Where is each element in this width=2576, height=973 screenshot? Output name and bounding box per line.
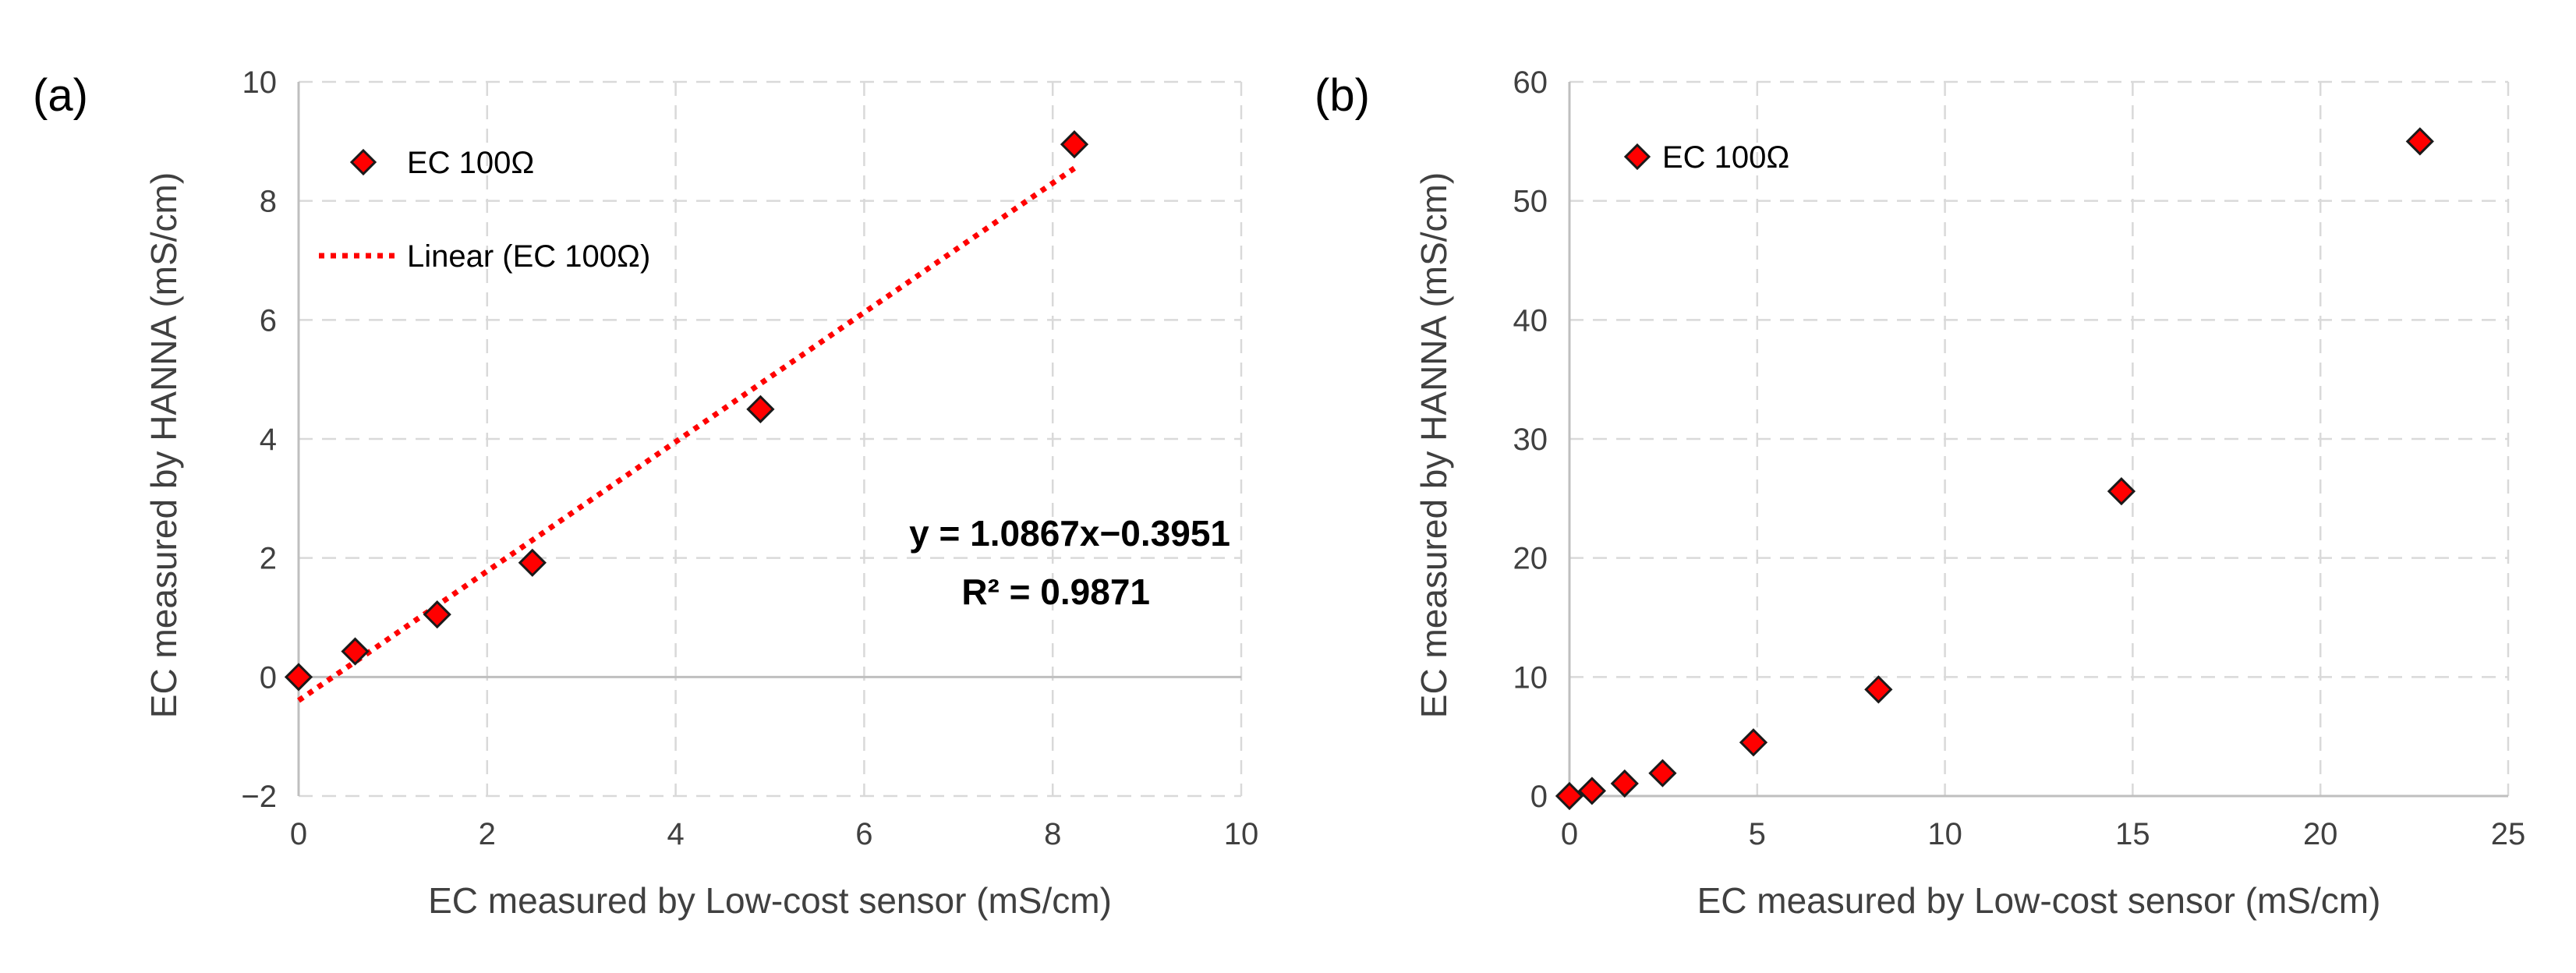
data-point [1739, 728, 1768, 757]
y-tick-label: 30 [1513, 423, 1548, 457]
y-tick-label: 50 [1513, 185, 1548, 219]
y-tick-label: 6 [260, 303, 277, 338]
y-tick-label: 2 [260, 542, 277, 576]
x-tick-label: 8 [1044, 817, 1061, 851]
x-tick-label: 0 [290, 817, 307, 851]
x-tick-label: 2 [479, 817, 496, 851]
y-axis-title: EC measured by HANNA (mS/cm) [1414, 172, 1454, 718]
x-tick-label: 6 [855, 817, 872, 851]
y-tick-label: 4 [260, 423, 277, 457]
y-tick-label: 40 [1513, 303, 1548, 338]
data-point [518, 548, 547, 577]
x-tick-label: 10 [1224, 817, 1259, 851]
legend-label: EC 100Ω [1662, 140, 1789, 175]
legend-marker [349, 148, 377, 176]
legend-label: EC 100Ω [407, 146, 534, 180]
legend-marker [1623, 143, 1651, 171]
data-point [1060, 130, 1089, 159]
chart-panel-a: 0 2 4 6 8 10 −2 0 2 4 6 8 10 EC measured by Low-cost … [33, 65, 1258, 921]
x-tick-label: 5 [1749, 817, 1766, 851]
data-point [2107, 477, 2136, 506]
x-tick-label: 0 [1561, 817, 1578, 851]
panel-label: (a) [33, 70, 88, 121]
y-tick-label: 0 [1530, 780, 1548, 814]
legend: EC 100Ω Linear (EC 100Ω) [319, 146, 650, 274]
y-tick-label: 20 [1513, 542, 1548, 576]
data-point [1610, 769, 1639, 798]
y-tick-label: 60 [1513, 65, 1548, 100]
y-tick-label: 8 [260, 185, 277, 219]
regression-equation: y = 1.0867x−0.3951 [909, 513, 1230, 554]
x-tick-label: 25 [2491, 817, 2526, 851]
chart-panel-b: 0 5 10 15 20 25 0 10 20 30 40 50 60 EC measured by Lo… [1315, 65, 2525, 921]
x-tick-label: 4 [667, 817, 684, 851]
y-tick-label: 10 [242, 65, 278, 100]
data-point [423, 600, 451, 629]
x-axis-title: EC measured by Low-cost sensor (mS/cm) [1697, 880, 2381, 921]
x-tick-label: 15 [2115, 817, 2150, 851]
data-point [1648, 759, 1677, 787]
y-axis-title: EC measured by HANNA (mS/cm) [143, 172, 184, 718]
data-point [284, 663, 313, 692]
r-squared-label: R² = 0.9871 [961, 571, 1150, 612]
data-point [1864, 675, 1893, 704]
y-tick-label: −2 [241, 780, 277, 814]
panel-label: (b) [1315, 70, 1370, 121]
legend-trend-label: Linear (EC 100Ω) [407, 239, 650, 274]
data-point [1555, 781, 1584, 811]
x-tick-label: 20 [2303, 817, 2338, 851]
x-tick-label: 10 [1927, 817, 1962, 851]
legend: EC 100Ω [1623, 140, 1789, 175]
x-axis-title: EC measured by Low-cost sensor (mS/cm) [428, 880, 1112, 921]
data-point [2405, 127, 2434, 156]
data-point [1577, 777, 1607, 805]
y-tick-label: 10 [1513, 660, 1548, 695]
data-point [341, 637, 370, 666]
data-point [746, 395, 775, 423]
y-tick-label: 0 [260, 660, 277, 695]
